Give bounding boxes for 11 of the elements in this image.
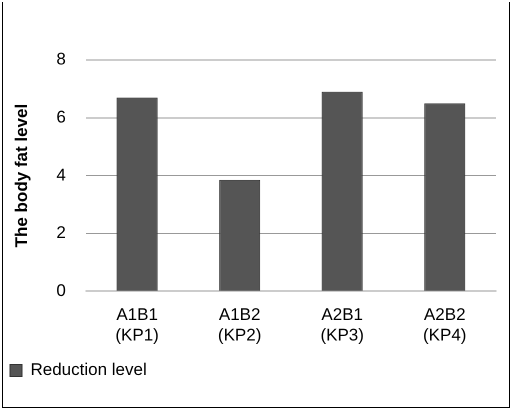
x-tick-label: A2B1 (KP3) <box>320 305 364 344</box>
x-tick-label: A2B2 (KP4) <box>422 305 466 344</box>
x-tick-label: A1B2 (KP2) <box>218 305 262 344</box>
y-axis-title: The body fat level <box>12 104 31 248</box>
legend-label: Reduction level <box>30 360 147 380</box>
y-tick-label: 2 <box>56 223 66 242</box>
x-tick-label: A1B1 (KP1) <box>115 305 159 344</box>
y-tick-label: 6 <box>56 107 66 126</box>
y-tick-label: 8 <box>56 50 66 69</box>
y-tick-label: 4 <box>56 165 66 184</box>
y-tick-label: 0 <box>56 280 66 300</box>
